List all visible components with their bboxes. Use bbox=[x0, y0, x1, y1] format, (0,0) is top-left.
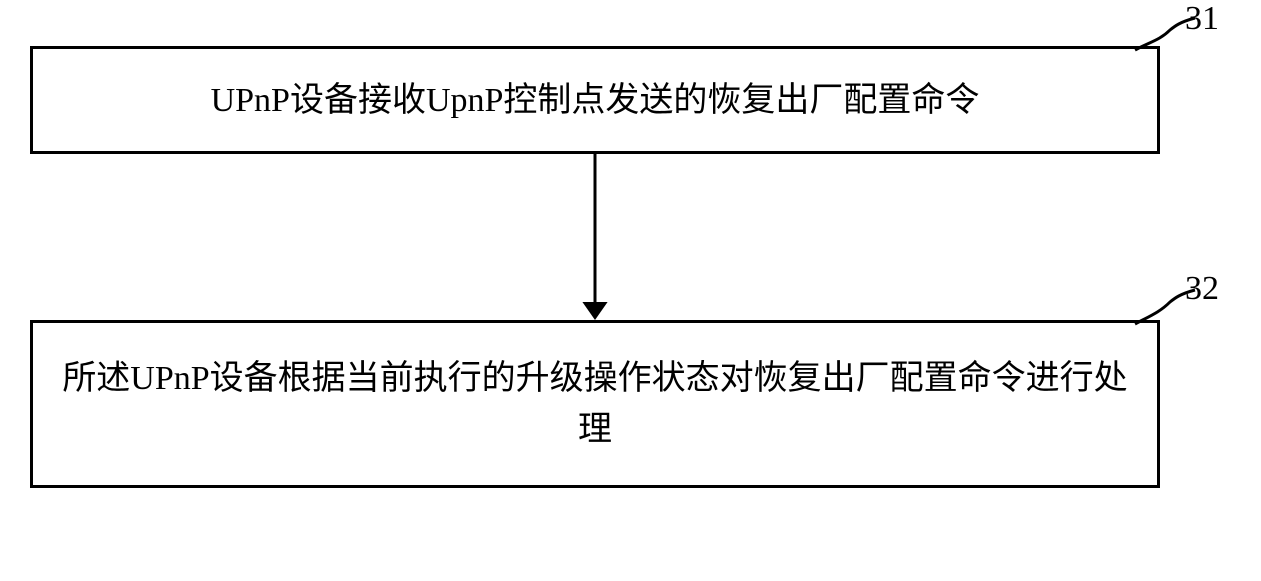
arrow-step1-to-step2 bbox=[582, 154, 607, 320]
leader-line-32 bbox=[1135, 290, 1195, 324]
leader-line-31 bbox=[1135, 18, 1195, 50]
connector-overlay bbox=[0, 0, 1261, 581]
